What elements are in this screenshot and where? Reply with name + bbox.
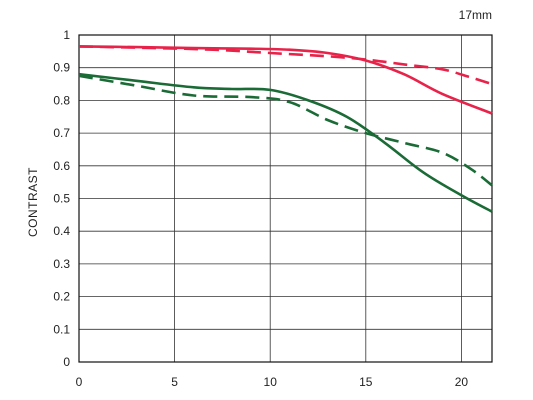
series-line-4	[78, 74, 493, 187]
x-tick-label: 10	[264, 375, 278, 389]
y-tick-label: 0.9	[53, 61, 70, 75]
series-line-1	[78, 45, 493, 115]
x-tick-label: 5	[171, 375, 178, 389]
y-axis-ticks: 0 0.1 0.2 0.3 0.4 0.5 0.6 0.7 0.8 0.9 1	[53, 28, 70, 369]
x-axis-ticks: 0 5 10 15 20	[76, 375, 469, 389]
chart-title: 17mm	[459, 8, 492, 22]
x-tick-label: 0	[76, 375, 83, 389]
y-tick-label: 0.6	[53, 159, 70, 173]
x-tick-label: 20	[455, 375, 469, 389]
y-tick-label: 0.4	[53, 224, 70, 238]
y-tick-label: 0.3	[53, 257, 70, 271]
series-line-3	[78, 72, 493, 213]
y-tick-label: 0	[63, 355, 70, 369]
y-tick-label: 0.1	[53, 322, 70, 336]
y-tick-label: 0.2	[53, 290, 70, 304]
y-tick-label: 0.5	[53, 192, 70, 206]
chart-series	[78, 45, 493, 213]
y-tick-label: 1	[63, 28, 70, 42]
y-axis-label: CONTRAST	[26, 167, 40, 237]
series-line-2	[78, 45, 493, 86]
plot-frame	[78, 34, 493, 363]
chart-grid	[79, 35, 492, 362]
y-tick-label: 0.8	[53, 93, 70, 107]
x-tick-label: 15	[359, 375, 373, 389]
y-tick-label: 0.7	[53, 126, 70, 140]
